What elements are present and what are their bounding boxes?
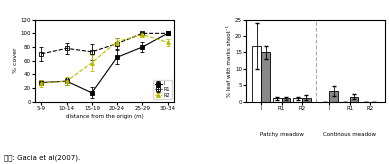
Bar — [273, 98, 282, 102]
Y-axis label: % cover: % cover — [12, 48, 18, 73]
Legend: I, R1, R2: I, R1, R2 — [153, 80, 172, 99]
Bar — [302, 98, 311, 102]
Bar — [261, 52, 270, 102]
Bar — [293, 98, 302, 102]
Y-axis label: % leaf with marks shoot⁻¹: % leaf with marks shoot⁻¹ — [227, 25, 232, 97]
Text: Patchy meadow: Patchy meadow — [260, 132, 303, 137]
Bar — [329, 91, 338, 102]
Bar — [350, 97, 358, 102]
Text: 자료: Gacia et al(2007).: 자료: Gacia et al(2007). — [4, 154, 80, 161]
X-axis label: distance from the origin (m): distance from the origin (m) — [66, 114, 144, 119]
Bar — [282, 98, 290, 102]
Text: Continous meadow: Continous meadow — [323, 132, 376, 137]
Bar — [252, 46, 261, 102]
